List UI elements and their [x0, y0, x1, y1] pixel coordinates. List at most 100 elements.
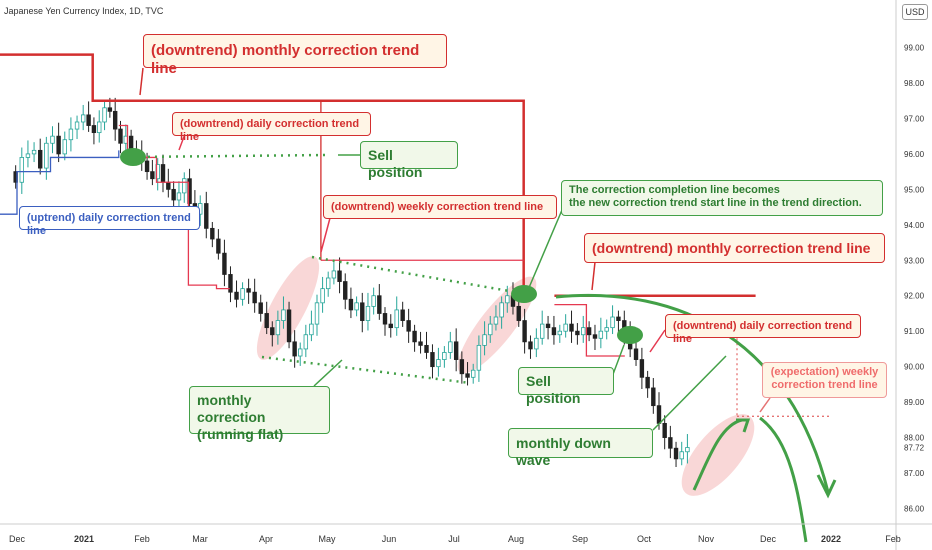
candle-body	[382, 313, 388, 325]
x-tick-label: 2021	[74, 534, 94, 544]
x-tick-label: Feb	[134, 534, 150, 544]
candle-body	[80, 114, 86, 123]
candle-body	[31, 149, 37, 155]
candle-body	[171, 188, 176, 201]
candle-body	[309, 323, 314, 336]
y-tick-label: 93.00	[904, 256, 925, 265]
y-tick-label: 94.00	[904, 221, 925, 230]
candle-body	[522, 320, 527, 343]
candle-body	[394, 309, 399, 329]
annotation-sell-1: Sell position	[360, 141, 458, 180]
candle-body	[365, 305, 371, 321]
candle-body	[505, 295, 510, 304]
candle-body	[216, 238, 221, 254]
candle-body	[430, 352, 435, 368]
candle-body	[331, 270, 337, 279]
candle-body	[651, 387, 656, 407]
candle-body	[499, 302, 504, 318]
callout-connector	[178, 133, 186, 151]
candle-body	[160, 164, 166, 183]
annotation-sell-2: Sell position	[518, 367, 614, 406]
candle-body	[471, 369, 476, 378]
candle-body	[303, 334, 309, 350]
chart-title: Japanese Yen Currency Index, 1D, TVC	[4, 6, 164, 16]
candle-body	[656, 405, 662, 424]
candle-body	[400, 309, 405, 321]
x-tick-label: Jun	[382, 534, 397, 544]
annotation-monthly-correction: monthly correction (running flat)	[189, 386, 330, 442]
trend-line	[554, 303, 625, 357]
callout-connector	[611, 344, 625, 378]
candle-body	[25, 153, 31, 158]
candle-body	[668, 437, 673, 449]
annotation-daily-right: (downtrend) daily correction trend line	[665, 314, 861, 345]
candle-body	[557, 330, 562, 336]
annotation-weekly: (downtrend) weekly correction trend line	[323, 195, 557, 219]
candle-body	[68, 128, 74, 141]
y-tick-label: 91.00	[904, 327, 925, 336]
candle-body	[222, 252, 227, 275]
y-tick-label: 97.00	[904, 114, 925, 123]
candle-body	[270, 327, 275, 336]
x-tick-label: Dec	[9, 534, 26, 544]
candle-body	[38, 149, 43, 169]
y-tick-label: 99.00	[904, 44, 925, 53]
candle-body	[540, 323, 545, 339]
candle-body	[442, 352, 447, 360]
sell-marker	[120, 148, 146, 166]
candle-body	[610, 316, 615, 329]
candle-body	[459, 359, 465, 375]
candle-body	[412, 330, 417, 343]
callout-connector	[139, 67, 144, 96]
callout-connector	[313, 359, 343, 387]
callout-connector	[652, 355, 727, 431]
candle-body	[343, 281, 348, 300]
candle-body	[673, 447, 679, 460]
annotation-uptrend-daily: (uptrend) daily correction trend line	[19, 206, 200, 237]
currency-label[interactable]: USD	[902, 4, 928, 20]
candle-body	[598, 330, 604, 339]
trend-line	[118, 124, 230, 290]
candle-body	[298, 348, 303, 357]
candle-body	[246, 288, 251, 293]
candle-body	[286, 309, 292, 343]
candle-body	[240, 288, 245, 300]
candle-body	[545, 323, 551, 329]
candle-body	[377, 295, 382, 314]
candle-body	[616, 316, 621, 321]
x-tick-label: 2022	[821, 534, 841, 544]
candle-body	[176, 192, 182, 201]
annotation-monthly-top: (downtrend) monthly correction trend lin…	[143, 34, 447, 77]
candle-body	[337, 270, 342, 282]
x-tick-label: Apr	[259, 534, 273, 544]
candle-body	[448, 341, 453, 353]
candle-body	[97, 121, 102, 134]
candle-body	[144, 160, 150, 173]
y-tick-label: 88.00	[904, 434, 925, 443]
completion-marker	[511, 285, 537, 303]
x-tick-label: Oct	[637, 534, 652, 544]
annotation-expectation: (expectation) weekly correction trend li…	[762, 362, 887, 398]
projection-arrowhead	[736, 418, 751, 433]
candle-body	[325, 277, 331, 290]
annotation-daily-top: (downtrend) daily correction trend line	[172, 112, 371, 143]
projection-arrowhead	[816, 474, 837, 499]
y-tick-label: 90.00	[904, 363, 925, 372]
candle-body	[424, 344, 429, 353]
callout-connector	[320, 217, 331, 253]
x-tick-label: Mar	[192, 534, 208, 544]
candle-body	[56, 135, 61, 155]
projection-curve	[692, 418, 743, 491]
candle-body	[482, 334, 487, 346]
candle-body	[292, 341, 297, 357]
last-price-label: 87.72	[904, 444, 925, 453]
sell-marker	[617, 326, 643, 344]
candle-body	[418, 341, 423, 346]
candle-body	[645, 376, 650, 389]
trend-line	[0, 53, 525, 293]
y-tick-label: 92.00	[904, 292, 925, 301]
candle-body	[371, 295, 376, 307]
candle-body	[19, 157, 24, 183]
